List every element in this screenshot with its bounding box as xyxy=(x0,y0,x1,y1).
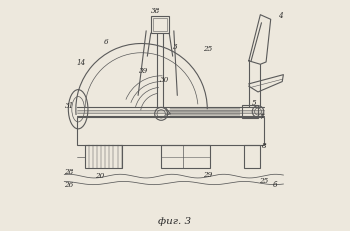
Text: 38: 38 xyxy=(151,7,160,15)
Text: 25: 25 xyxy=(203,45,212,53)
Text: 8: 8 xyxy=(261,141,266,149)
Text: 4: 4 xyxy=(278,12,282,20)
Bar xyxy=(151,17,169,34)
Bar xyxy=(77,118,264,145)
Bar xyxy=(242,105,258,119)
Text: 3: 3 xyxy=(173,43,177,51)
Text: 26: 26 xyxy=(64,180,73,188)
Bar xyxy=(161,145,210,168)
Text: фиг. 3: фиг. 3 xyxy=(159,216,191,225)
Text: 28: 28 xyxy=(64,168,73,176)
Text: 31: 31 xyxy=(65,101,74,109)
Text: б: б xyxy=(273,180,278,188)
Text: 25: 25 xyxy=(259,176,268,184)
Text: 14: 14 xyxy=(77,59,86,67)
Bar xyxy=(85,145,122,168)
Text: 39: 39 xyxy=(139,67,148,75)
Bar xyxy=(244,145,260,168)
Text: 5: 5 xyxy=(252,99,257,107)
Bar xyxy=(153,19,167,32)
Text: 30: 30 xyxy=(160,76,169,84)
Text: 7: 7 xyxy=(259,113,264,121)
Text: 20: 20 xyxy=(96,171,105,179)
Text: 6: 6 xyxy=(104,38,108,46)
Text: 29: 29 xyxy=(203,170,212,178)
